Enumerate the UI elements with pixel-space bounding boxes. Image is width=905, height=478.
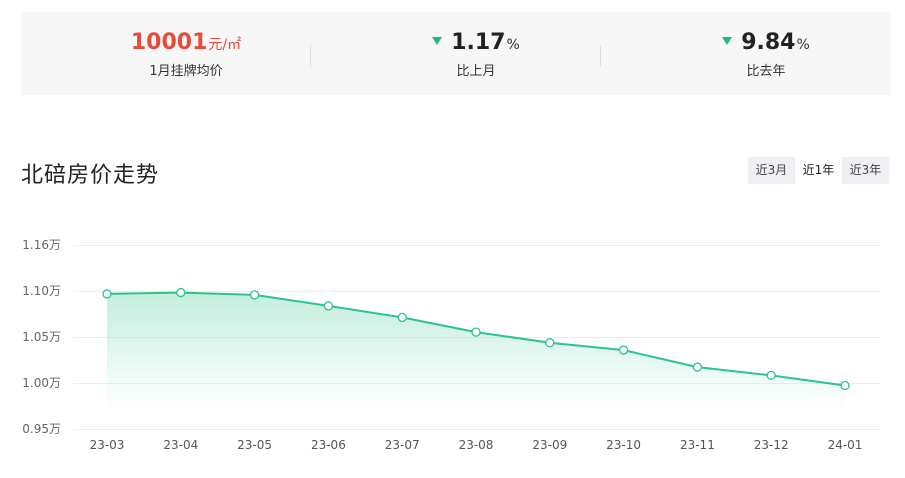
year-change-stat: 9.84 % 比去年 bbox=[666, 30, 866, 79]
month-change-stat: 1.17 % 比上月 bbox=[376, 30, 576, 79]
y-tick-label: 1.00万 bbox=[22, 376, 61, 390]
year-change-caption: 比去年 bbox=[746, 64, 786, 79]
month-change-value: 1.17 bbox=[451, 30, 506, 55]
month-change-caption: 比上月 bbox=[456, 64, 496, 79]
x-tick-label: 23-03 bbox=[90, 438, 125, 452]
y-tick-label: 0.95万 bbox=[22, 422, 61, 436]
section-title: 北碚房价走势 bbox=[21, 163, 160, 188]
tab-1-year[interactable]: 近1年 bbox=[795, 157, 842, 184]
divider bbox=[310, 45, 311, 67]
price-trend-chart: 23-03 23-04 23-05 23-06 23-07 23-08 23-09 23-10… bbox=[22, 238, 881, 452]
x-tick-label: 23-05 bbox=[237, 438, 272, 452]
down-triangle-icon bbox=[722, 37, 733, 45]
x-tick-label: 23-10 bbox=[606, 438, 641, 452]
avg-price-stat: 10001 元/㎡ 1月挂牌均价 bbox=[86, 30, 286, 79]
x-tick-label: 23-12 bbox=[754, 438, 789, 452]
y-tick-label: 1.05万 bbox=[22, 330, 61, 344]
data-point bbox=[249, 290, 260, 300]
month-change-unit: % bbox=[506, 37, 520, 53]
data-point bbox=[397, 312, 407, 323]
x-tick-label: 23-09 bbox=[532, 438, 567, 452]
x-tick-label: 23-04 bbox=[163, 438, 198, 452]
x-tick-label: 23-08 bbox=[459, 438, 494, 452]
avg-price-unit: 元/㎡ bbox=[208, 37, 242, 53]
x-tick-label: 23-07 bbox=[385, 438, 420, 452]
avg-price-caption: 1月挂牌均价 bbox=[149, 64, 223, 79]
down-triangle-icon bbox=[432, 37, 443, 45]
data-point bbox=[102, 289, 112, 299]
data-point bbox=[618, 345, 629, 355]
data-point bbox=[692, 362, 703, 372]
x-tick-label: 23-06 bbox=[311, 438, 346, 452]
y-tick-label: 1.10万 bbox=[22, 284, 61, 298]
year-change-value: 9.84 bbox=[741, 30, 796, 55]
range-tabs: 近3月 近1年 近3年 bbox=[748, 157, 889, 184]
year-change-unit: % bbox=[796, 37, 810, 53]
y-tick-label: 1.16万 bbox=[22, 238, 61, 252]
data-point bbox=[840, 380, 850, 391]
tab-3-years[interactable]: 近3年 bbox=[842, 157, 889, 184]
data-point bbox=[323, 301, 334, 311]
data-point bbox=[545, 338, 555, 348]
data-point bbox=[766, 370, 776, 381]
avg-price-value: 10001 bbox=[130, 30, 208, 55]
data-point bbox=[471, 327, 481, 337]
x-tick-label: 23-11 bbox=[680, 438, 715, 452]
x-tick-label: 24-01 bbox=[828, 438, 863, 452]
tab-3-months[interactable]: 近3月 bbox=[748, 157, 795, 184]
data-point bbox=[176, 287, 186, 298]
stats-panel: 10001 元/㎡ 1月挂牌均价 1.17 % 比上月 9.84 % 比去年 bbox=[21, 12, 891, 95]
price-area-fill bbox=[107, 292, 845, 410]
divider bbox=[600, 45, 601, 67]
